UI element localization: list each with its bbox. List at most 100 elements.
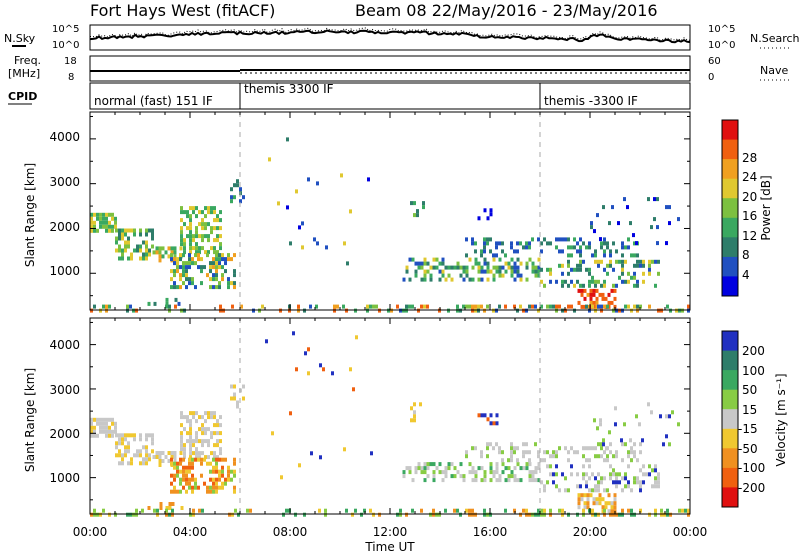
velocity-cell [295,367,298,372]
power-cell [408,257,412,262]
velocity-cell [170,457,173,462]
velocity-cell [621,442,624,447]
power-cell [268,157,271,162]
velocity-cell [242,396,245,401]
velocity-cell [528,458,531,463]
power-cell [504,269,508,274]
velocity-cell [513,446,516,451]
power-cell [596,213,599,218]
power-cell [111,216,114,221]
power-ylabel: Slant Range [km] [23,163,37,267]
power-cell [583,296,587,301]
velocity-cell [189,512,192,517]
velocity-cell [465,450,468,455]
velocity-cell [577,505,581,510]
power-cell [549,304,552,309]
velocity-cell [513,478,517,483]
velocity-cell [133,433,136,438]
velocity-cell [654,484,657,489]
power-cell [651,259,654,264]
power-cell [410,201,413,206]
power-cell [121,228,124,233]
velocity-cell [606,488,609,493]
power-cell [216,238,219,243]
power-cell [465,273,469,278]
velocity-cell [610,505,614,510]
power-cell [218,281,221,286]
power-cell [618,308,621,313]
velocity-cell [121,453,124,458]
power-cell [233,253,236,258]
velocity-cell [182,457,185,462]
velocity-cell [411,508,414,513]
power-cell [516,257,520,262]
velocity-cell [627,484,630,489]
power-cell [221,277,224,282]
velocity-cell [99,421,102,426]
power-cell [612,267,615,272]
velocity-cell [185,477,188,482]
velocity-cell [168,512,171,517]
power-cell [528,241,531,246]
velocity-cell [180,439,183,444]
power-cell [194,285,197,290]
velocity-cell [600,454,603,459]
power-cell [594,249,597,254]
power-cell [477,216,481,221]
power-cell [170,246,174,251]
power-cell [148,252,151,257]
power-cell [218,265,221,270]
velocity-cell [179,457,182,462]
power-cell [633,241,636,246]
power-cell [378,308,381,313]
power-cell [252,308,255,313]
velocity-cell [118,433,121,438]
velocity-cell [513,474,517,479]
velocity-cell [99,429,102,434]
power-cell [441,273,445,278]
velocity-cell [585,458,588,463]
power-cell [195,246,198,251]
power-cell [537,269,541,274]
velocity-cell [522,466,526,471]
power-cell [656,197,659,202]
cpid-segment-3: themis -3300 IF [544,94,638,108]
power-cell [411,257,415,262]
velocity-cell [597,442,600,447]
power-cell [204,250,207,255]
velocity-cell [233,489,236,494]
velocity-cell [183,443,186,448]
velocity-cell [102,417,105,422]
velocity-cell [294,512,297,517]
velocity-cbar-tick-200: 200 [742,344,765,358]
power-cell [180,210,183,215]
power-cell [258,308,261,313]
power-cell [486,265,490,270]
power-cell [189,222,192,227]
velocity-cell [93,429,96,434]
velocity-cell [127,433,130,438]
power-colorbar-cell [722,178,738,199]
velocity-cell [151,437,154,442]
power-cell [465,253,468,258]
power-cell [483,237,486,242]
velocity-cell [597,512,600,517]
velocity-cell [195,447,198,452]
power-cell [212,257,215,262]
velocity-cell [594,454,597,459]
velocity-cell [179,461,182,466]
power-cell [195,250,198,255]
power-cell [179,277,182,282]
velocity-cell [647,402,650,407]
velocity-cell [591,488,594,493]
velocity-cell [176,489,179,494]
power-cell [435,257,439,262]
power-cell [151,232,154,237]
power-cell [183,238,186,243]
power-cell [227,281,230,286]
power-cell [567,237,570,242]
power-cell [633,304,636,309]
power-cell [147,301,151,306]
power-cell [191,277,194,282]
velocity-cell [516,478,520,483]
